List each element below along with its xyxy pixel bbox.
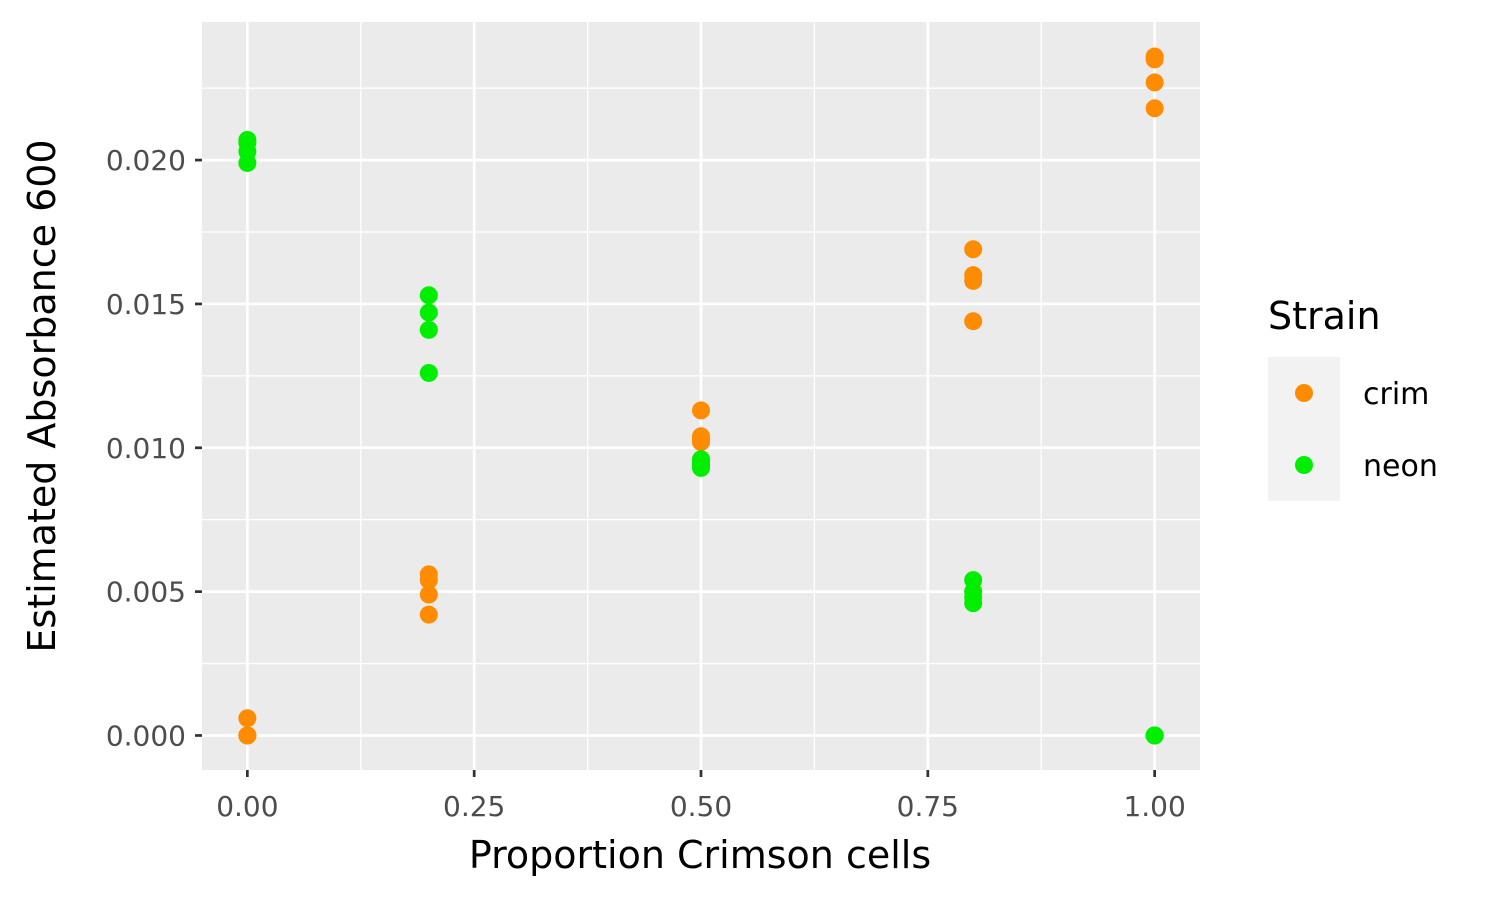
- x-axis: 0.00 0.25 0.50 0.75 1.00: [216, 770, 1186, 823]
- x-tick-label: 0.00: [216, 790, 278, 823]
- y-axis-title: Estimated Absorbance 600: [20, 139, 64, 652]
- data-point-crim: [964, 312, 983, 331]
- y-tick-label: 0.015: [106, 288, 186, 321]
- y-tick-label: 0.010: [106, 432, 186, 465]
- y-tick-label: 0.000: [106, 719, 186, 752]
- x-tick-label: 0.75: [897, 790, 959, 823]
- data-point-crim: [1145, 99, 1164, 118]
- legend: Strain crim neon: [1268, 294, 1438, 501]
- data-point-neon: [419, 286, 438, 305]
- data-point-neon: [1145, 726, 1164, 745]
- x-tick-label: 1.00: [1123, 790, 1185, 823]
- data-point-neon: [419, 363, 438, 382]
- x-tick-label: 0.25: [443, 790, 505, 823]
- y-tick-label: 0.005: [106, 576, 186, 609]
- data-point-crim: [1145, 50, 1164, 69]
- x-axis-title: Proportion Crimson cells: [469, 833, 931, 877]
- data-point-crim: [692, 433, 710, 452]
- legend-label-crim: crim: [1363, 377, 1429, 412]
- legend-key-background: [1268, 357, 1340, 501]
- data-points: [238, 47, 1164, 745]
- data-point-crim: [964, 240, 983, 259]
- y-tick-label: 0.020: [106, 144, 186, 177]
- data-point-crim: [238, 709, 257, 728]
- x-tick-label: 0.50: [670, 790, 732, 823]
- data-point-neon: [419, 320, 438, 339]
- major-gridlines: [202, 22, 1200, 770]
- legend-label-neon: neon: [1363, 449, 1438, 484]
- data-point-crim: [419, 605, 438, 624]
- data-point-crim: [419, 585, 438, 604]
- legend-key-neon: [1295, 456, 1313, 474]
- data-point-crim: [238, 726, 257, 745]
- legend-key-crim: [1295, 384, 1313, 402]
- legend-title: Strain: [1268, 294, 1381, 338]
- data-point-crim: [964, 271, 983, 290]
- data-point-crim: [1145, 73, 1164, 92]
- data-point-crim: [692, 401, 710, 420]
- data-point-neon: [419, 303, 438, 322]
- data-point-neon: [964, 594, 983, 613]
- data-point-crim: [419, 571, 438, 590]
- data-point-neon: [692, 458, 710, 477]
- y-axis: 0.000 0.005 0.010 0.015 0.020: [106, 144, 202, 752]
- data-point-neon: [238, 153, 257, 172]
